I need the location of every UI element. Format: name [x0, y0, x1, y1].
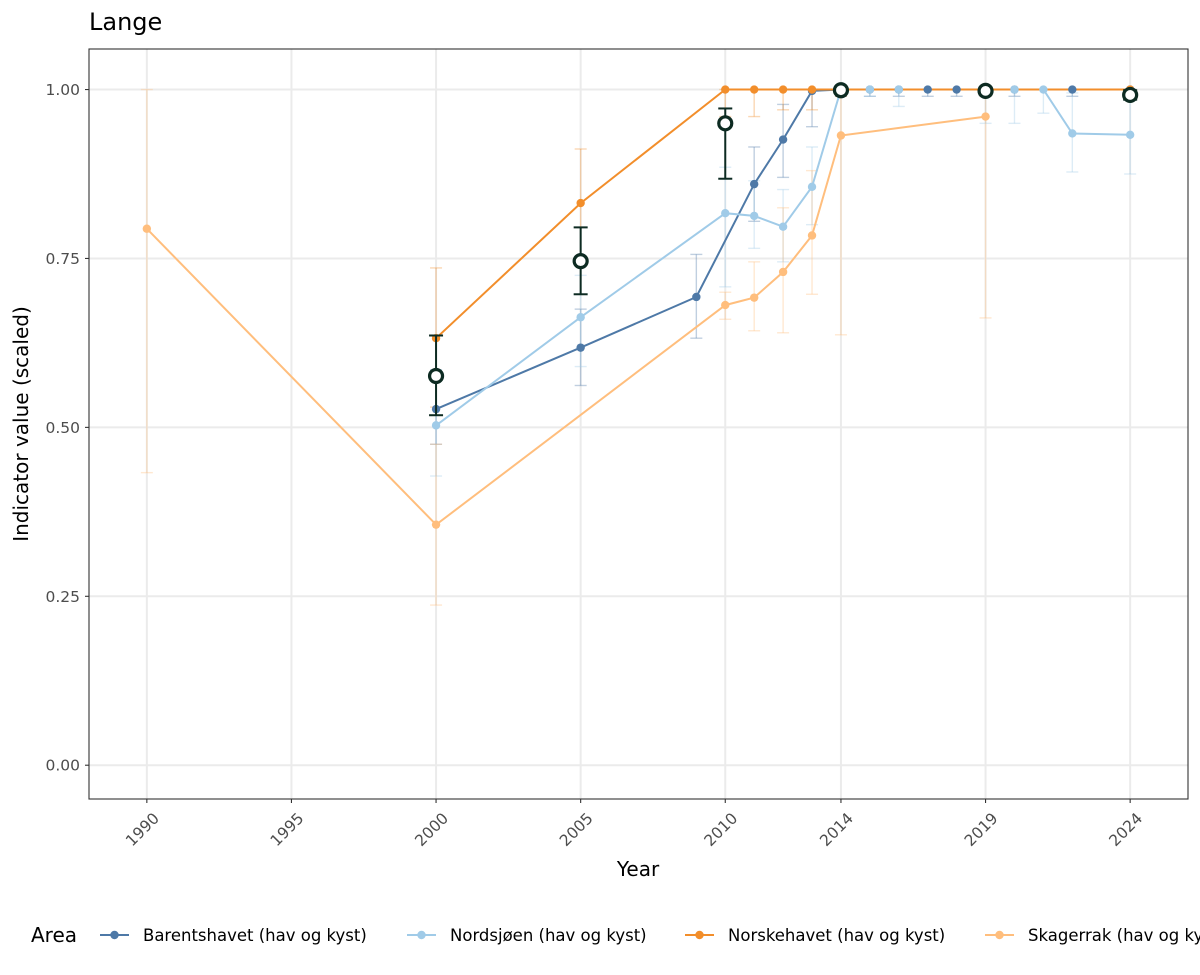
data-point [981, 112, 990, 121]
legend-key-point [695, 930, 704, 940]
legend-label: Norskehavet (hav og kyst) [728, 926, 945, 945]
data-point [778, 267, 788, 277]
legend-title: Area [31, 923, 77, 947]
data-point [721, 208, 730, 218]
data-point [952, 85, 961, 94]
error-bars [140, 88, 1137, 606]
y-tick-label: 0.00 [45, 757, 80, 775]
overall-point [572, 253, 589, 270]
x-tick-label: 2000 [411, 809, 452, 850]
data-point [1039, 85, 1048, 94]
y-tick-label: 0.25 [45, 588, 80, 606]
data-point [778, 135, 788, 144]
y-axis-title: Indicator value (scaled) [9, 306, 33, 542]
plot-panel-border [88, 48, 1189, 800]
data-point [1068, 129, 1077, 138]
data-point [778, 222, 788, 231]
data-point [749, 179, 759, 189]
x-axis-title: Year [616, 857, 660, 881]
y-tick-label: 1.00 [45, 81, 80, 99]
x-tick-label: 2005 [556, 809, 597, 850]
data-point [807, 182, 817, 192]
legend: Area Barentshavet (hav og kyst) Nordsjøen… [31, 923, 1200, 947]
overall-point [832, 82, 850, 99]
data-point [749, 211, 759, 221]
data-point [431, 421, 441, 430]
data-point [778, 85, 788, 94]
legend-label: Nordsjøen (hav og kyst) [450, 926, 647, 945]
data-point [721, 300, 730, 310]
series-lines [146, 88, 1131, 527]
data-point [576, 198, 585, 208]
data-point [692, 292, 701, 302]
grid [89, 49, 1188, 799]
overall-estimate [427, 82, 1139, 417]
y-tick-label: 0.75 [45, 250, 80, 268]
x-tick-label: 2019 [961, 809, 1002, 850]
x-tick-label: 2010 [701, 809, 742, 850]
legend-key-point [417, 930, 426, 940]
overall-point [427, 367, 445, 385]
data-point [1010, 85, 1019, 94]
data-point [749, 293, 759, 302]
data-point [923, 85, 932, 94]
data-point [894, 85, 903, 94]
legend-key-point [995, 930, 1004, 940]
data-point [865, 85, 875, 94]
x-tick-label: 2024 [1106, 809, 1147, 850]
legend-key-point [110, 930, 119, 940]
data-point [142, 224, 152, 233]
data-point [721, 85, 730, 94]
overall-point [1122, 86, 1139, 104]
data-point [1068, 85, 1077, 94]
legend-label: Barentshavet (hav og kyst) [143, 926, 367, 945]
chart-title: Lange [89, 8, 162, 36]
x-tick-label: 1990 [122, 809, 163, 850]
data-point [431, 520, 441, 529]
data-point [749, 85, 759, 94]
data-point [576, 313, 585, 322]
legend-label: Skagerrak (hav og kyst) [1028, 926, 1200, 945]
data-point [1125, 130, 1135, 140]
series-line [146, 115, 986, 527]
data-point [836, 131, 846, 140]
x-tick-label: 2014 [816, 809, 857, 850]
y-axis: 0.00 0.25 0.50 0.75 1.00 [45, 81, 89, 775]
data-point [807, 231, 817, 240]
data-point [576, 343, 585, 352]
x-tick-label: 1995 [267, 809, 308, 850]
y-tick-label: 0.50 [45, 419, 80, 437]
overall-point [977, 82, 994, 99]
overall-point [717, 115, 734, 132]
data-point [807, 85, 817, 94]
x-axis: 1990 1995 2000 2005 2010 2014 2019 2024 [122, 799, 1146, 850]
